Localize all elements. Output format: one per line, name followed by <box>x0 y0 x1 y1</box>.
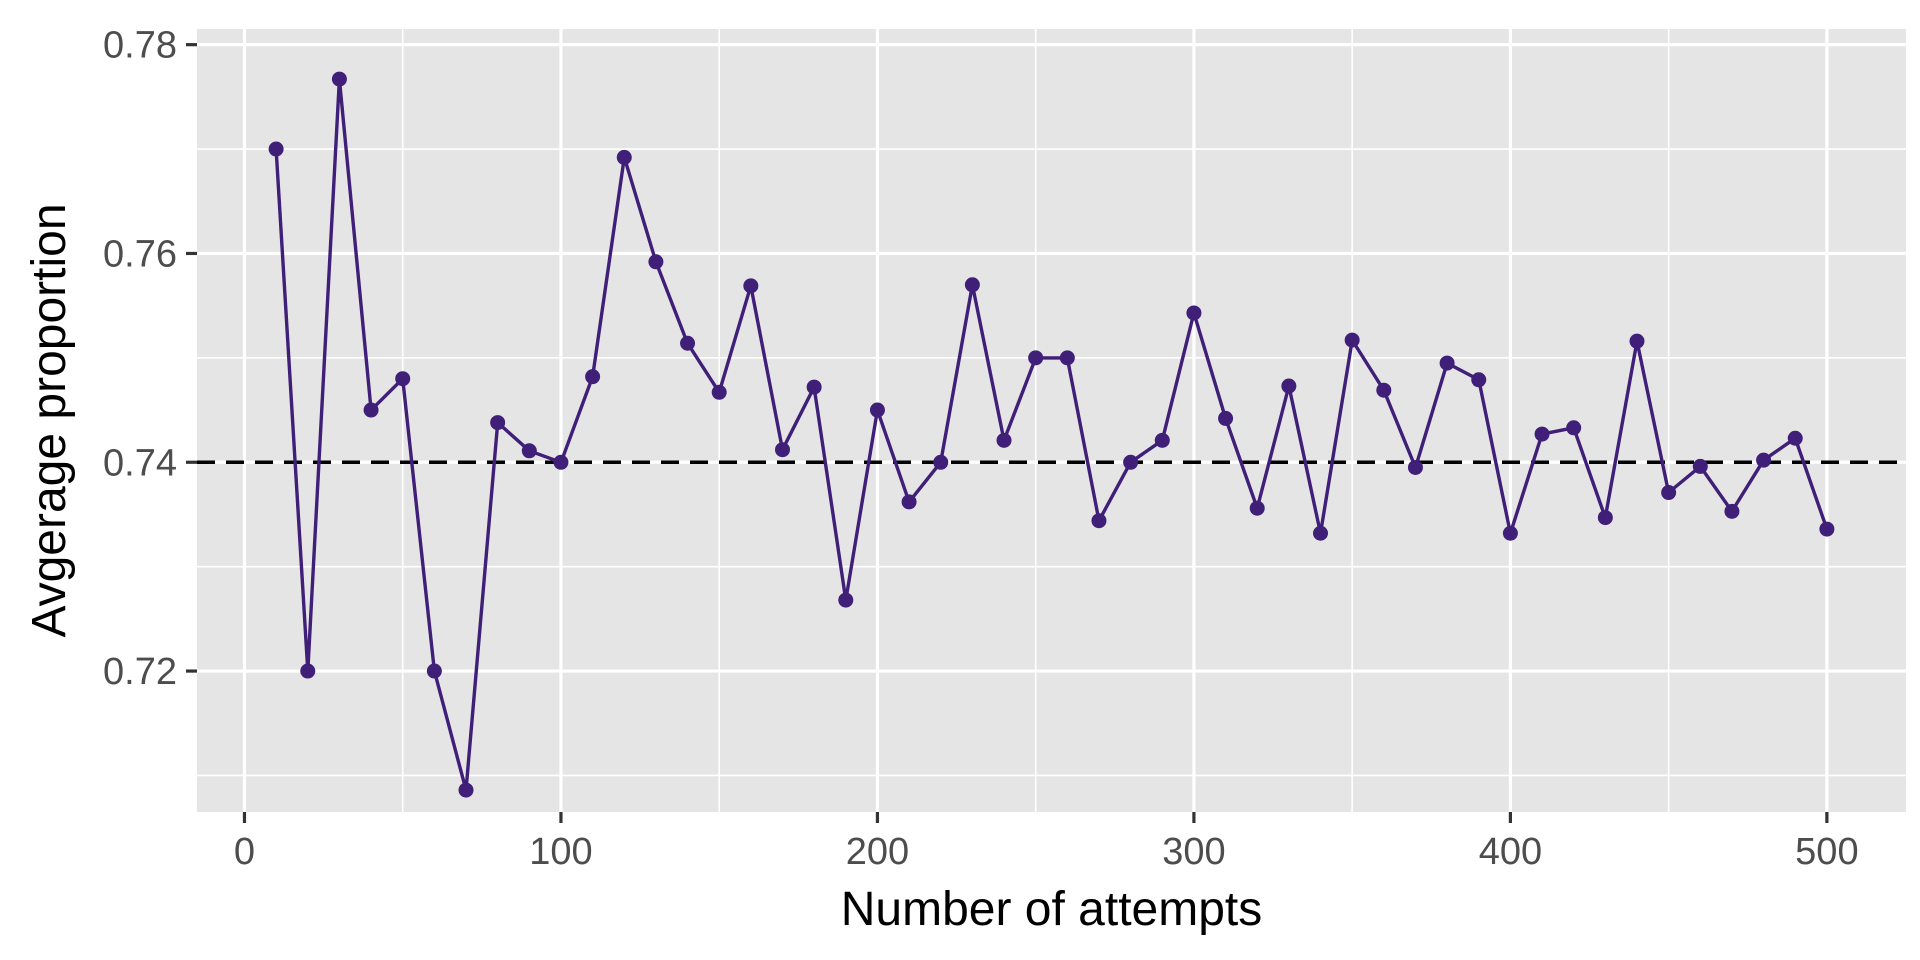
data-point <box>1123 454 1139 470</box>
data-point <box>300 663 316 679</box>
data-point <box>680 335 696 351</box>
data-point <box>1186 305 1202 321</box>
series-group <box>268 71 1835 798</box>
x-axis-title: Number of attempts <box>841 883 1263 936</box>
data-point <box>1281 378 1297 394</box>
data-point <box>933 454 949 470</box>
data-point <box>1344 332 1360 348</box>
data-point <box>553 454 569 470</box>
data-point <box>521 443 537 459</box>
plot-panel <box>197 29 1906 812</box>
data-point <box>1787 430 1803 446</box>
data-point <box>1059 350 1075 366</box>
data-point <box>458 782 474 798</box>
x-tick-label: 100 <box>529 831 592 873</box>
y-tick-label: 0.78 <box>103 25 177 67</box>
data-point <box>1471 372 1487 388</box>
data-point <box>616 149 632 165</box>
axes: 0.72 0.74 0.76 0.78 0 100 200 300 400 500 <box>103 25 1859 873</box>
data-point <box>585 369 601 385</box>
data-point <box>1819 521 1835 537</box>
x-tick-label: 200 <box>846 831 909 873</box>
data-point <box>1629 333 1645 349</box>
data-point <box>363 402 379 418</box>
data-point <box>1249 500 1265 516</box>
y-tick-label: 0.76 <box>103 233 177 275</box>
x-tick-label: 400 <box>1479 831 1542 873</box>
data-point <box>1724 503 1740 519</box>
data-point <box>901 494 917 510</box>
data-point <box>1407 459 1423 475</box>
data-point <box>1597 510 1613 526</box>
data-point <box>774 442 790 458</box>
data-point <box>331 71 347 87</box>
data-point <box>869 402 885 418</box>
data-point <box>806 379 822 395</box>
data-point <box>1502 525 1518 541</box>
y-axis-title: Avgerage proportion <box>23 203 76 637</box>
minor-gridlines <box>197 29 1906 812</box>
y-tick-label: 0.74 <box>103 442 177 484</box>
data-point <box>1439 355 1455 371</box>
data-point <box>838 592 854 608</box>
data-point <box>1313 525 1329 541</box>
data-point <box>743 278 759 294</box>
data-point <box>1218 410 1234 426</box>
data-point <box>1566 420 1582 436</box>
data-point <box>1661 485 1677 501</box>
data-point <box>1756 452 1772 468</box>
y-tick-label: 0.72 <box>103 651 177 693</box>
x-tick-label: 300 <box>1162 831 1225 873</box>
data-point <box>996 432 1012 448</box>
data-point <box>490 415 506 431</box>
data-point <box>426 663 442 679</box>
data-point <box>395 371 411 387</box>
data-point <box>1376 382 1392 398</box>
x-tick-label: 0 <box>234 831 255 873</box>
data-point <box>268 141 284 157</box>
data-point <box>1534 426 1550 442</box>
data-point <box>1154 432 1170 448</box>
data-point <box>964 277 980 293</box>
data-point <box>1091 513 1107 529</box>
x-tick-label: 500 <box>1795 831 1858 873</box>
data-point <box>648 254 664 270</box>
data-point <box>1028 350 1044 366</box>
data-point <box>711 384 727 400</box>
data-point <box>1692 458 1708 474</box>
